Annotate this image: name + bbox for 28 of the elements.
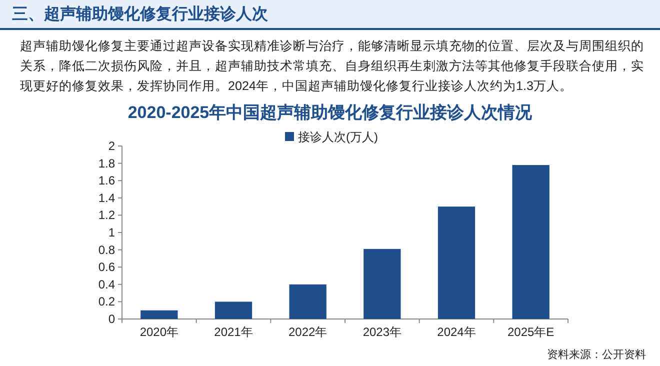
x-tick-label: 2024年 bbox=[437, 325, 476, 339]
bar bbox=[140, 310, 178, 319]
x-tick-label: 2025年E bbox=[507, 325, 554, 339]
y-tick-label: 2 bbox=[108, 139, 116, 153]
x-tick-label: 2022年 bbox=[288, 325, 328, 339]
text: 资料来源：公开资料 bbox=[547, 348, 646, 362]
y-tick-label: 1 bbox=[108, 226, 116, 240]
bar bbox=[364, 248, 401, 319]
bar bbox=[512, 165, 550, 319]
x-tick-label: 2020年 bbox=[140, 325, 179, 339]
bar bbox=[438, 206, 476, 319]
y-tick-label: 0.8 bbox=[98, 242, 116, 257]
y-tick-label: 1.6 bbox=[98, 174, 116, 188]
y-tick-label: 0.2 bbox=[98, 294, 116, 309]
x-tick-label: 2023年 bbox=[362, 325, 402, 339]
y-tick-label: 0.4 bbox=[98, 277, 116, 292]
text: 三、超声辅助馒化修复行业接诊人次 bbox=[12, 4, 268, 25]
chart-title: 2020-2025年中国超声辅助馒化修复行业接诊人次情况 bbox=[128, 103, 534, 122]
text: 超声辅助馒化修复主要通过超声设备实现精准诊断与治疗，能够清晰显示填充物的位置、层次及与周围组织的关系，降低二次损伤风险，并且，超声辅助技术常填充、自身组织再生刺激方法等其他修复手段联合使用，实现更好的修复效果，发挥协同作用。2024年，中国超声辅助馒化修复行业接诊人次约为1.3万人。 bbox=[20, 38, 645, 95]
y-tick-label: 0.6 bbox=[98, 260, 116, 274]
bar bbox=[214, 302, 252, 319]
y-tick-label: 0 bbox=[108, 312, 116, 326]
legend-label: 接诊人次(万人) bbox=[298, 130, 378, 144]
bar bbox=[289, 284, 326, 319]
y-tick-label: 1.8 bbox=[98, 156, 116, 170]
y-tick-label: 1.2 bbox=[98, 208, 116, 222]
x-tick-label: 2021年 bbox=[214, 325, 253, 339]
y-tick-label: 1.4 bbox=[98, 190, 116, 205]
